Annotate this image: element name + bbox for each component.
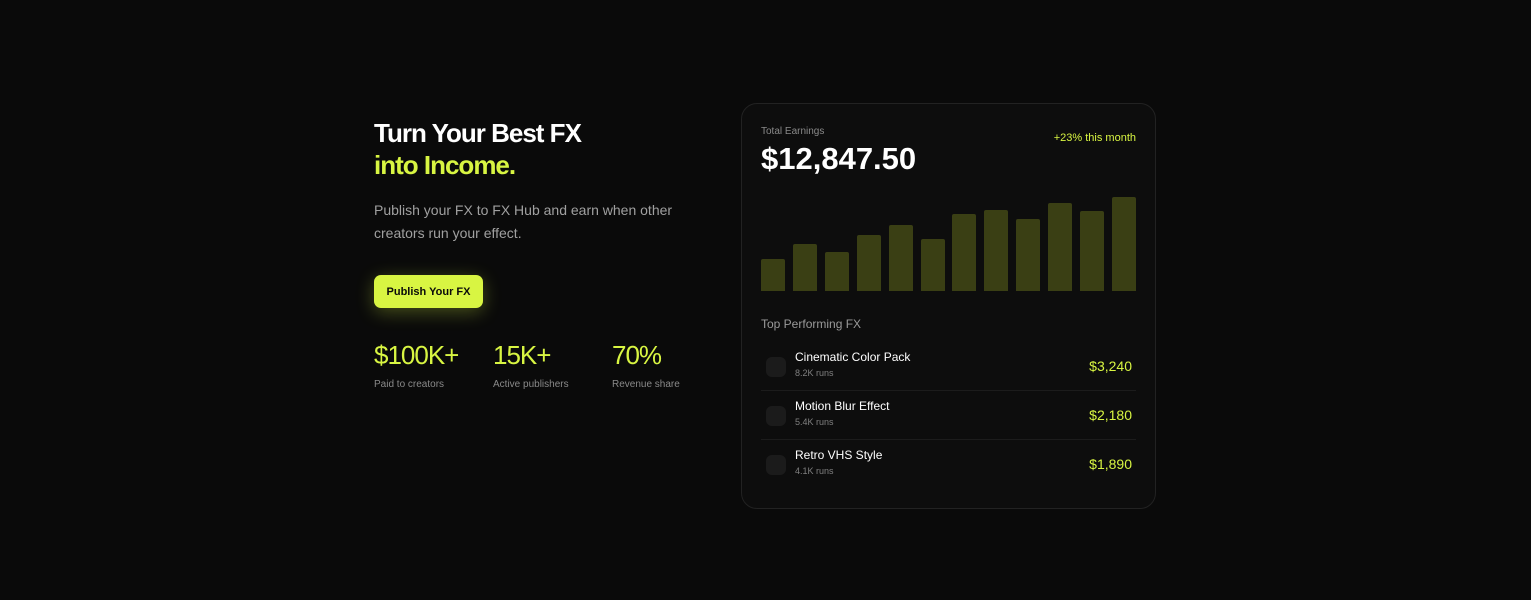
fx-amount: $3,240 <box>1089 358 1132 374</box>
fx-runs: 8.2K runs <box>795 368 834 378</box>
earnings-bar <box>952 214 977 291</box>
fx-runs: 5.4K runs <box>795 417 834 427</box>
earnings-bar <box>761 259 785 291</box>
stat-label: Paid to creators <box>374 379 445 390</box>
fx-amount: $1,890 <box>1089 456 1132 472</box>
stat-label: Revenue share <box>612 379 680 390</box>
fx-amount: $2,180 <box>1089 407 1132 423</box>
hero-title: Turn Your Best FX <box>374 118 582 148</box>
fx-name: Retro VHS Style <box>795 448 883 462</box>
earnings-bar <box>1016 219 1041 291</box>
row-divider <box>761 439 1136 440</box>
earnings-bar <box>1048 203 1073 291</box>
earnings-bar <box>824 252 849 291</box>
earnings-bar <box>1112 197 1136 291</box>
earnings-bar <box>888 225 913 291</box>
fx-icon <box>766 357 786 377</box>
fx-name: Motion Blur Effect <box>795 399 890 413</box>
stat-label: Active publishers <box>493 379 569 390</box>
stat-value: 70% <box>612 340 662 370</box>
card-label: Total Earnings <box>761 126 825 137</box>
earnings-bar <box>792 244 817 291</box>
change-label: +23% this month <box>1053 132 1136 144</box>
fx-icon <box>766 406 786 426</box>
fx-runs: 4.1K runs <box>795 466 834 476</box>
publish-button[interactable]: Publish Your FX <box>374 275 483 308</box>
earnings-bar <box>920 239 945 291</box>
section-title: Top Performing FX <box>761 317 862 331</box>
earnings-bar <box>1080 211 1105 291</box>
total-earnings: $12,847.50 <box>761 141 917 176</box>
stat-value: 15K+ <box>493 340 551 370</box>
hero-description: Publish your FX to FX Hub and earn when … <box>374 202 673 241</box>
earnings-bar <box>984 210 1009 291</box>
earnings-card <box>741 103 1156 509</box>
hero-title-accent: into Income. <box>374 150 516 180</box>
row-divider <box>761 390 1136 391</box>
fx-icon <box>766 455 786 475</box>
fx-name: Cinematic Color Pack <box>795 350 911 364</box>
earnings-bar <box>856 235 881 291</box>
stat-value: $100K+ <box>374 340 459 370</box>
